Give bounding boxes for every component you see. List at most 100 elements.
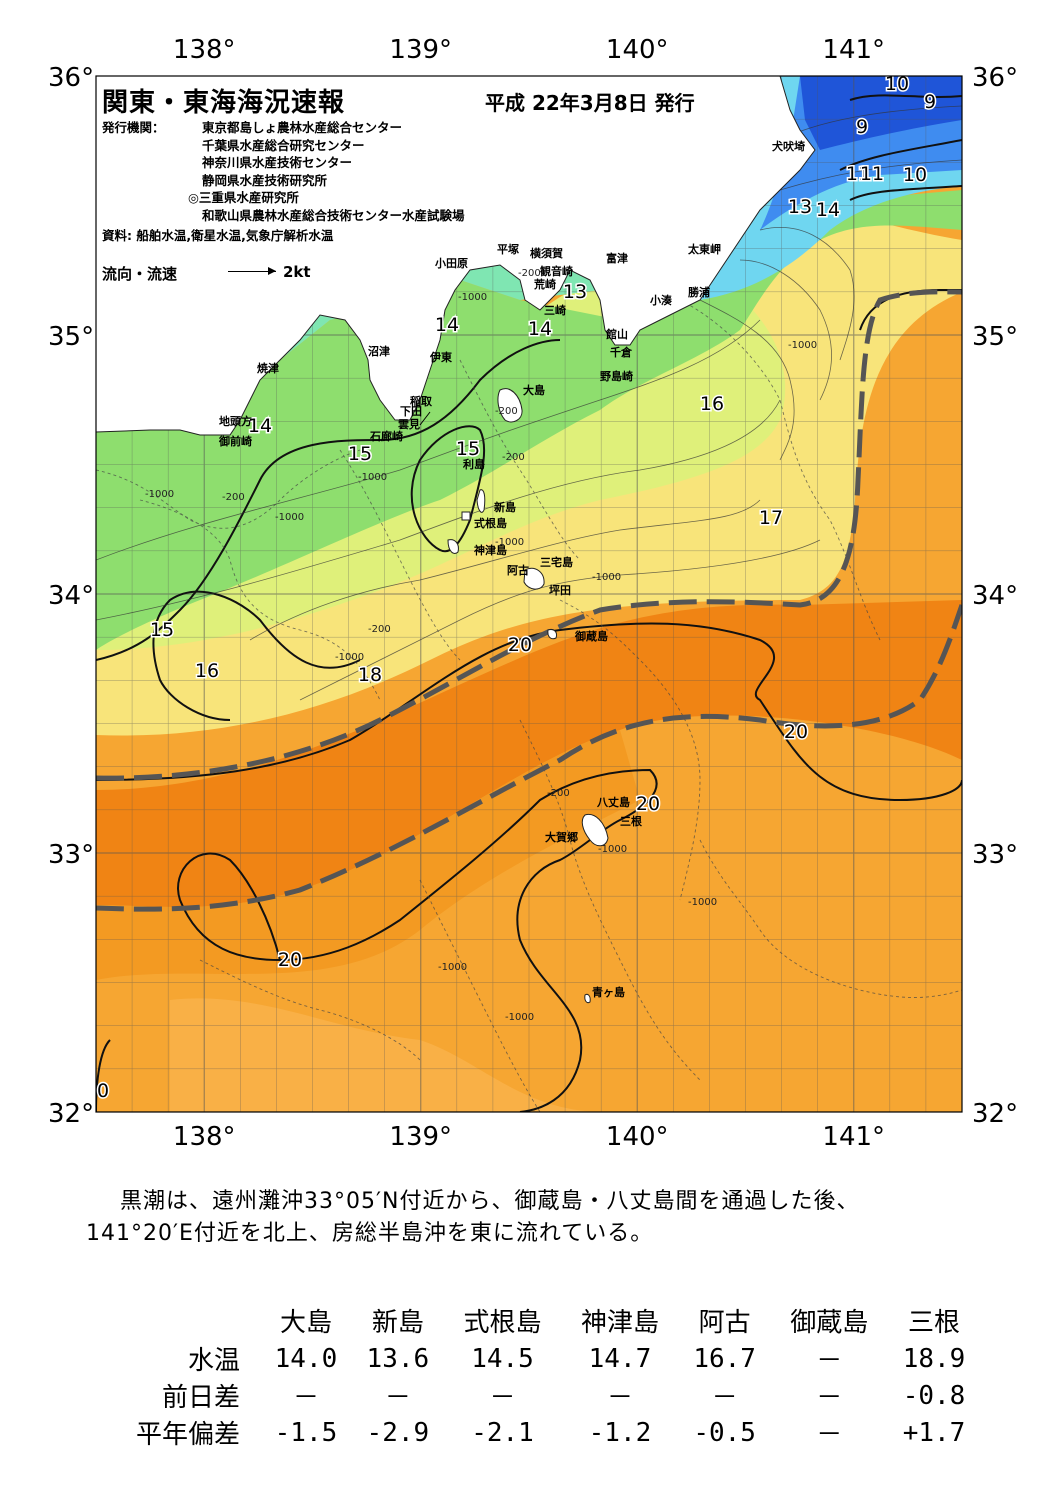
place-label: 神津島: [474, 543, 507, 557]
depth-label: -1000: [505, 1012, 534, 1023]
latitude-tick-label: 35°: [972, 322, 1018, 352]
hachijojima-island: [581, 813, 609, 847]
place-label: 太東岬: [687, 242, 721, 256]
issuer-item: 神奈川県水産技術センター: [202, 155, 353, 170]
column-header: 御蔵島: [790, 1308, 869, 1338]
isotherm-label: 10: [903, 164, 927, 186]
warm-band: [96, 730, 640, 980]
depth-label: -1000: [275, 512, 304, 523]
place-label: 小田原: [434, 256, 468, 270]
column-header: 三根: [908, 1308, 961, 1338]
place-label: 三宅島: [540, 555, 573, 569]
isotherms: [96, 94, 962, 1112]
table-cell: -2.1: [471, 1417, 534, 1448]
table-cell: －: [384, 1383, 411, 1413]
table-cell: 16.7: [693, 1343, 756, 1374]
depth-label: -200: [547, 788, 570, 799]
place-label: 新島: [494, 500, 516, 514]
place-label: 野島崎: [600, 369, 633, 383]
isotherm-label: 14: [816, 199, 840, 221]
isotherm-label: 10: [885, 73, 909, 95]
depth-label: -1000: [495, 537, 524, 548]
table-cell: －: [606, 1383, 633, 1413]
kuroshio-axis: [96, 289, 962, 912]
depth-label: -200: [368, 624, 391, 635]
place-label: 御蔵島: [574, 629, 608, 643]
isotherm-11: [839, 139, 962, 171]
minor-contours: [96, 105, 962, 701]
column-header: 大島: [279, 1308, 332, 1338]
table-cell: －: [816, 1383, 843, 1413]
depth-label: -1000: [598, 844, 627, 855]
isotherm-label: 13: [788, 196, 812, 218]
place-label: 観音崎: [540, 264, 573, 278]
place-label: 三根: [620, 814, 643, 828]
depth-labels: -1000 -200 -1000 -200 -200 -1000 -1000 -200 -100…: [145, 268, 817, 1023]
flow-legend-arrow: [228, 271, 276, 272]
column-header: 阿古: [698, 1308, 751, 1338]
kozushima-island: [447, 539, 459, 554]
isotherm-label: 20: [636, 793, 660, 815]
place-label: 沼津: [368, 344, 390, 358]
oshima-island: [497, 388, 523, 423]
place-label: 荒崎: [533, 277, 556, 291]
honshu: [96, 76, 816, 436]
miyakejima-island: [523, 567, 545, 590]
flow-legend-arrowhead: [268, 267, 276, 275]
place-label: 千倉: [610, 345, 633, 359]
aogashima-island: [584, 993, 591, 1004]
place-label: 稲取: [410, 394, 432, 408]
longitude-tick-label: 141°: [822, 1122, 885, 1152]
issue-date: 平成 22年3月8日 発行: [485, 91, 695, 115]
issuer-item: 和歌山県農林水産総合技術センター水産試験場: [202, 207, 465, 223]
isotherm-label: 15: [456, 438, 480, 460]
depth-label: -1000: [688, 897, 717, 908]
isotherm-label: 15: [150, 619, 174, 641]
isotherm-label: 16: [195, 660, 219, 682]
longitude-tick-label: 139°: [389, 1122, 452, 1152]
isotherm-label: 20: [784, 721, 808, 743]
flow-legend-unit: 2kt: [283, 263, 311, 281]
place-label: 石廊崎: [369, 429, 403, 443]
kuroshio-summary: 黒潮は、遠州灘沖33°05′N付近から、御蔵島・八丈島間を通過した後、 141°…: [86, 1186, 1006, 1250]
table-cell: -1.2: [588, 1417, 652, 1448]
isotherm-16: [152, 590, 361, 721]
depth-label: -200: [518, 268, 541, 279]
place-label: 八丈島: [596, 795, 630, 809]
place-label: 館山: [605, 327, 628, 341]
place-label: 横須賀: [530, 246, 563, 260]
place-label: 大賀郷: [545, 830, 578, 844]
place-label: 小湊: [649, 293, 672, 307]
warm-patch: [170, 998, 600, 1112]
place-label: 大島: [523, 383, 545, 397]
isotherm-20: [96, 622, 962, 802]
longitude-tick-label: 138°: [173, 1122, 236, 1152]
depth-label: -200: [495, 406, 518, 417]
isotherm-label: 11: [860, 163, 884, 185]
place-label: 御前崎: [218, 434, 252, 448]
land: [96, 76, 816, 1004]
table-row: 平年偏差 -1.5 -2.9 -2.1 -1.2 -0.5 － +1.7: [130, 1414, 980, 1451]
bathymetry: [96, 299, 962, 1112]
table-cell: －: [816, 1346, 843, 1376]
data-sources: 資料: 船舶水温,衛星水温,気象庁解析水温: [102, 228, 334, 243]
isotherm-label: 11: [846, 163, 870, 185]
place-label: 富津: [606, 251, 628, 265]
row-header: 水温: [187, 1346, 240, 1376]
isotherm-label: 14: [528, 318, 552, 340]
place-label: 三崎: [544, 303, 566, 317]
isotherm-label: 13: [563, 281, 587, 303]
isotherm-label: 9: [924, 91, 936, 113]
place-label: 伊東: [429, 350, 453, 364]
place-label: 勝浦: [688, 285, 710, 299]
isotherm-10: [849, 94, 962, 101]
table-cell: 14.5: [471, 1343, 534, 1374]
isotherm-20-south: [177, 768, 658, 1112]
issuer-item: 静岡県水産技術研究所: [202, 172, 328, 188]
issuer-item: 東京都島しょ農林水産総合センター: [202, 120, 403, 135]
place-label: 犬吠埼: [772, 139, 805, 153]
table-cell: -0.5: [693, 1417, 756, 1448]
